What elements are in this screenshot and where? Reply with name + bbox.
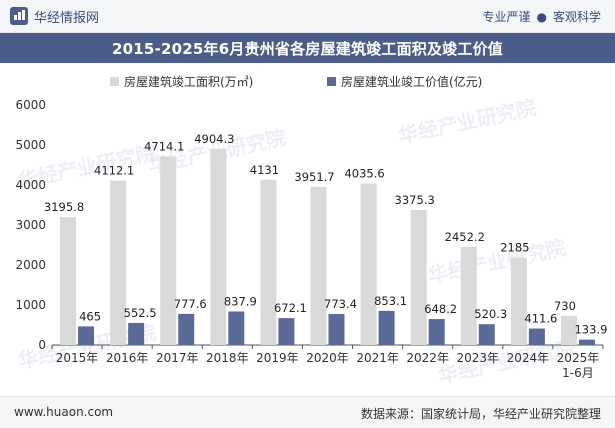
x-tick-label: 2017年 xyxy=(156,351,199,365)
logo[interactable]: 华经情报网 xyxy=(10,6,99,26)
data-label: 133.9 xyxy=(574,323,607,337)
legend-swatch xyxy=(110,77,119,86)
y-tick-label: 3000 xyxy=(15,218,46,232)
footer-source: 数据来源：国家统计局，华经产业研究院整理 xyxy=(360,407,601,421)
y-tick-label: 6000 xyxy=(15,98,46,112)
data-label: 837.9 xyxy=(224,294,257,308)
footer: www.huaon.com 数据来源：国家统计局，华经产业研究院整理 xyxy=(0,396,615,428)
x-tick-label: 2021年 xyxy=(356,351,399,365)
data-label: 648.2 xyxy=(424,302,457,316)
data-label: 853.1 xyxy=(374,294,407,308)
data-label: 411.6 xyxy=(524,312,557,326)
data-label: 730 xyxy=(554,299,576,313)
x-tick-label: 2015年 xyxy=(56,351,99,365)
bar-area xyxy=(260,179,277,345)
top-bar: 华经情报网 专业严谨 ● 客观科学 xyxy=(0,0,615,33)
data-label: 4904.3 xyxy=(194,132,234,146)
data-label: 2185 xyxy=(500,241,529,255)
tagline-item: 客观科学 xyxy=(552,10,601,24)
bar-area xyxy=(460,246,477,345)
axes: 0 1000 2000 3000 4000 5000 6000 2015年 2016年 2017年… xyxy=(15,98,604,380)
bar-area xyxy=(210,148,227,345)
y-tick-label: 4000 xyxy=(15,178,46,192)
data-label: 520.3 xyxy=(474,307,507,321)
data-label: 3951.7 xyxy=(294,170,334,184)
data-label: 777.6 xyxy=(174,297,207,311)
x-tick-label: 2023年 xyxy=(456,351,499,365)
bar-value xyxy=(528,328,545,345)
data-label: 773.4 xyxy=(324,297,357,311)
logo-text: 华经情报网 xyxy=(34,10,100,26)
bar-value xyxy=(378,310,395,345)
legend-label: 房屋建筑业竣工价值(亿元) xyxy=(341,74,482,89)
x-tick-label: 2024年 xyxy=(507,351,550,365)
bar-area xyxy=(510,257,527,345)
bar-area xyxy=(560,315,577,345)
x-tick-label: 2025年 xyxy=(557,351,600,365)
separator-dot: ● xyxy=(536,9,547,24)
legend: 房屋建筑竣工面积(万㎡) 房屋建筑业竣工价值(亿元) xyxy=(110,74,482,89)
bar-area xyxy=(360,183,377,345)
title-bar: 2015-2025年6月贵州省各房屋建筑竣工面积及竣工价值 xyxy=(0,33,615,63)
data-label: 4131 xyxy=(250,163,279,177)
x-tick-label: 2022年 xyxy=(406,351,449,365)
data-label: 552.5 xyxy=(124,306,157,320)
bar-area xyxy=(410,209,427,345)
data-label: 4112.1 xyxy=(94,164,134,178)
tagline-item: 专业严谨 xyxy=(482,10,531,24)
legend-swatch xyxy=(327,77,336,86)
bars xyxy=(60,148,595,345)
x-tick-label: 2019年 xyxy=(256,351,299,365)
bar-value xyxy=(128,322,145,345)
bar-area xyxy=(60,217,77,345)
y-tick-label: 0 xyxy=(38,338,46,352)
bar-value xyxy=(478,324,495,345)
bar-value xyxy=(428,319,445,345)
bar-value xyxy=(328,314,345,345)
x-tick-label: 1-6月 xyxy=(562,366,594,380)
data-labels: 3195.8 465 4112.1 552.5 4714.1 777.6 4904.3 837… xyxy=(44,132,608,337)
bar-value xyxy=(578,339,595,345)
footer-website[interactable]: www.huaon.com xyxy=(14,405,114,419)
bar-area xyxy=(160,156,177,345)
bar-chart: 华经产业研究院华经产业研究院华经产业研究院华经产业研究院华经产业研究院华经产业研… xyxy=(15,74,608,388)
y-tick-label: 5000 xyxy=(15,138,46,152)
y-tick-label: 2000 xyxy=(15,258,46,272)
watermark-text: 华经产业研究院 xyxy=(396,95,538,148)
data-label: 4035.6 xyxy=(344,167,384,181)
x-tick-label: 2016年 xyxy=(106,351,149,365)
data-label: 4714.1 xyxy=(144,139,184,153)
chart-title: 2015-2025年6月贵州省各房屋建筑竣工面积及竣工价值 xyxy=(112,39,503,58)
data-label: 2452.2 xyxy=(445,230,485,244)
logo-icon xyxy=(10,7,28,25)
bar-value xyxy=(278,318,295,345)
bar-value xyxy=(228,311,245,345)
data-label: 465 xyxy=(79,309,101,323)
bar-value xyxy=(178,313,195,345)
header-tagline: 专业严谨 ● 客观科学 xyxy=(482,8,601,25)
bar-area xyxy=(310,186,327,345)
x-tick-label: 2018年 xyxy=(206,351,249,365)
x-tick-label: 2020年 xyxy=(306,351,349,365)
bar-area xyxy=(110,180,127,345)
legend-label: 房屋建筑竣工面积(万㎡) xyxy=(124,74,253,89)
data-label: 3195.8 xyxy=(44,200,84,214)
data-label: 672.1 xyxy=(274,301,307,315)
data-label: 3375.3 xyxy=(395,193,435,207)
y-tick-label: 1000 xyxy=(15,298,46,312)
bar-value xyxy=(78,326,95,345)
